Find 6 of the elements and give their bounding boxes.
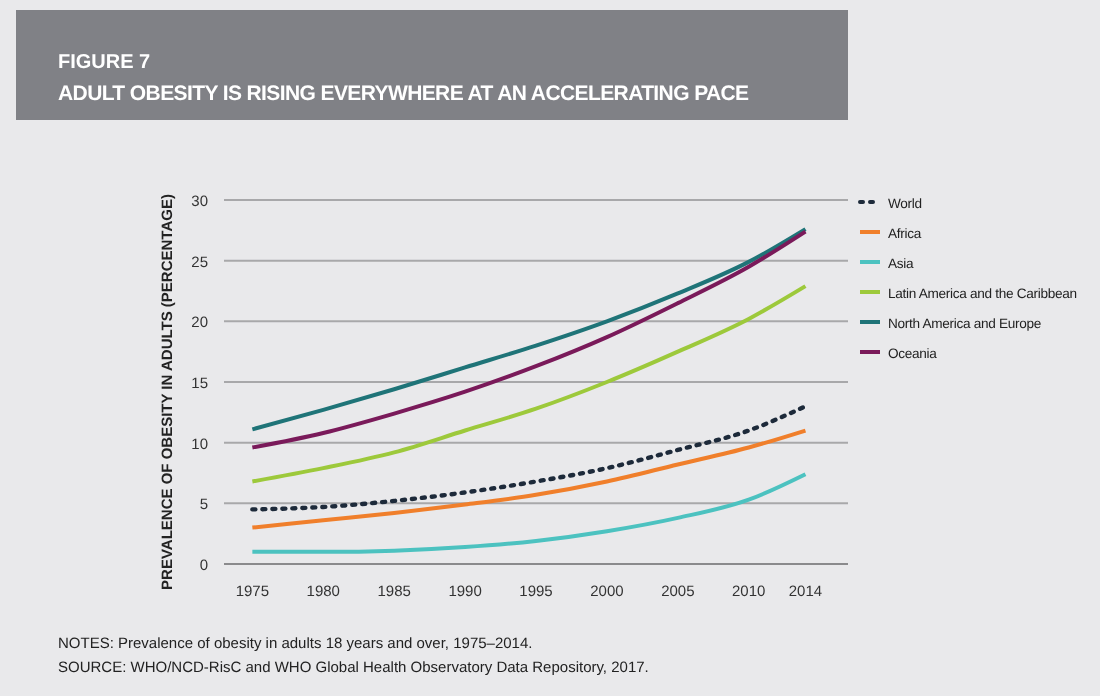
- line-series: [250, 472, 808, 554]
- chart-subtitle: ADULT OBESITY IS RISING EVERYWHERE AT AN ACCELERATING PACE: [58, 82, 750, 106]
- line-series: [250, 428, 808, 530]
- chart-title: FIGURE 7: [58, 52, 152, 74]
- line-series: [250, 284, 808, 484]
- line-series: [250, 404, 808, 512]
